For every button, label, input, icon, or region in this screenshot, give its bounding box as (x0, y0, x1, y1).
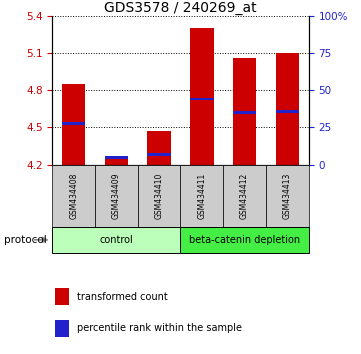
Bar (147, 131, 171, 165)
Text: GSM434409: GSM434409 (112, 172, 121, 219)
Text: percentile rank within the sample: percentile rank within the sample (77, 324, 242, 333)
Bar (180, 227, 309, 253)
Bar (233, 58, 256, 165)
Text: GSM434413: GSM434413 (283, 172, 292, 219)
Bar (62, 122, 86, 125)
Bar (275, 110, 299, 113)
Bar (55, 289, 69, 305)
Bar (233, 111, 256, 114)
Text: beta-catenin depletion: beta-catenin depletion (189, 235, 300, 245)
Bar (275, 53, 299, 165)
Bar (147, 153, 171, 156)
Bar (180, 165, 223, 227)
Text: GSM434411: GSM434411 (197, 172, 206, 219)
Text: protocol: protocol (4, 235, 46, 245)
Text: GSM434412: GSM434412 (240, 172, 249, 219)
Bar (266, 165, 309, 227)
Bar (55, 320, 69, 337)
Text: control: control (100, 235, 133, 245)
Bar (190, 98, 214, 100)
Bar (105, 156, 128, 159)
Text: GSM434408: GSM434408 (69, 172, 78, 219)
Bar (52, 165, 95, 227)
Bar (223, 165, 266, 227)
Bar (105, 156, 128, 165)
Text: transformed count: transformed count (77, 292, 168, 302)
Bar (95, 165, 138, 227)
Bar (138, 165, 180, 227)
Bar (62, 84, 86, 165)
Bar (190, 28, 214, 165)
Text: GSM434410: GSM434410 (155, 172, 164, 219)
Bar (52, 227, 180, 253)
Title: GDS3578 / 240269_at: GDS3578 / 240269_at (104, 1, 257, 15)
